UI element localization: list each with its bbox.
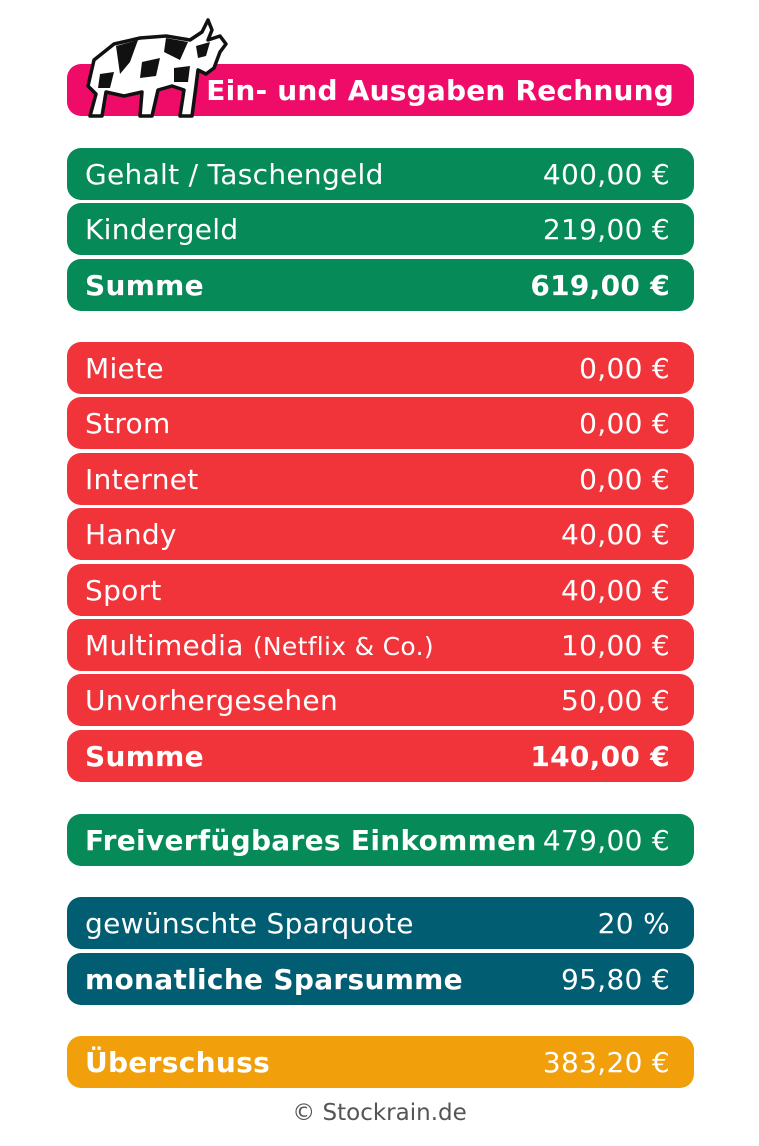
income-label: Gehalt / Taschengeld	[85, 157, 384, 191]
expense-row: Multimedia (Netflix & Co.) 10,00 €	[67, 619, 694, 671]
expense-label: Sport	[85, 573, 162, 607]
monthly-savings-value: 95,80 €	[561, 962, 670, 996]
income-row: Kindergeld 219,00 €	[67, 203, 694, 255]
expense-sum-label: Summe	[85, 739, 204, 773]
expense-label-group: Multimedia (Netflix & Co.)	[85, 629, 434, 662]
expense-label: Strom	[85, 406, 171, 440]
expense-value: 0,00 €	[579, 351, 670, 385]
monthly-savings-label: monatliche Sparsumme	[85, 962, 463, 996]
expense-row: Unvorhergesehen 50,00 €	[67, 674, 694, 726]
expense-value: 40,00 €	[561, 517, 670, 551]
income-value: 400,00 €	[542, 157, 670, 191]
expense-value: 0,00 €	[579, 462, 670, 496]
free-income-label: Freiverfügbares Einkommen	[85, 823, 537, 857]
expense-value: 0,00 €	[579, 406, 670, 440]
page-title: Ein- und Ausgaben Rechnung	[206, 73, 674, 107]
title-banner: Ein- und Ausgaben Rechnung	[67, 64, 694, 116]
monthly-savings-row: monatliche Sparsumme 95,80 €	[67, 953, 694, 1005]
expense-sum-value: 140,00 €	[530, 739, 670, 773]
expense-row: Handy 40,00 €	[67, 508, 694, 560]
expense-label: Unvorhergesehen	[85, 683, 338, 717]
expense-row: Strom 0,00 €	[67, 397, 694, 449]
expense-value: 10,00 €	[561, 628, 670, 662]
savings-rate-label: gewünschte Sparquote	[85, 906, 414, 940]
income-value: 219,00 €	[542, 212, 670, 246]
expense-label: Handy	[85, 517, 177, 551]
income-label: Kindergeld	[85, 212, 239, 246]
income-sum-value: 619,00 €	[530, 268, 670, 302]
expense-label: Multimedia	[85, 628, 244, 662]
savings-rate-row: gewünschte Sparquote 20 %	[67, 897, 694, 949]
savings-rate-value: 20 %	[597, 906, 670, 940]
expense-row: Sport 40,00 €	[67, 564, 694, 616]
expense-label: Internet	[85, 462, 199, 496]
expense-label: Miete	[85, 351, 164, 385]
expense-sum-row: Summe 140,00 €	[67, 730, 694, 782]
income-row: Gehalt / Taschengeld 400,00 €	[67, 148, 694, 200]
expense-value: 40,00 €	[561, 573, 670, 607]
free-income-value: 479,00 €	[542, 823, 670, 857]
surplus-label: Überschuss	[85, 1045, 271, 1079]
bull-icon	[86, 18, 228, 118]
copyright-footer: © Stockrain.de	[292, 1100, 467, 1126]
expense-note: (Netflix & Co.)	[252, 631, 434, 661]
income-sum-label: Summe	[85, 268, 204, 302]
surplus-value: 383,20 €	[542, 1045, 670, 1079]
expense-row: Internet 0,00 €	[67, 453, 694, 505]
expense-value: 50,00 €	[561, 683, 670, 717]
free-income-row: Freiverfügbares Einkommen 479,00 €	[67, 814, 694, 866]
surplus-row: Überschuss 383,20 €	[67, 1036, 694, 1088]
expense-row: Miete 0,00 €	[67, 342, 694, 394]
income-sum-row: Summe 619,00 €	[67, 259, 694, 311]
